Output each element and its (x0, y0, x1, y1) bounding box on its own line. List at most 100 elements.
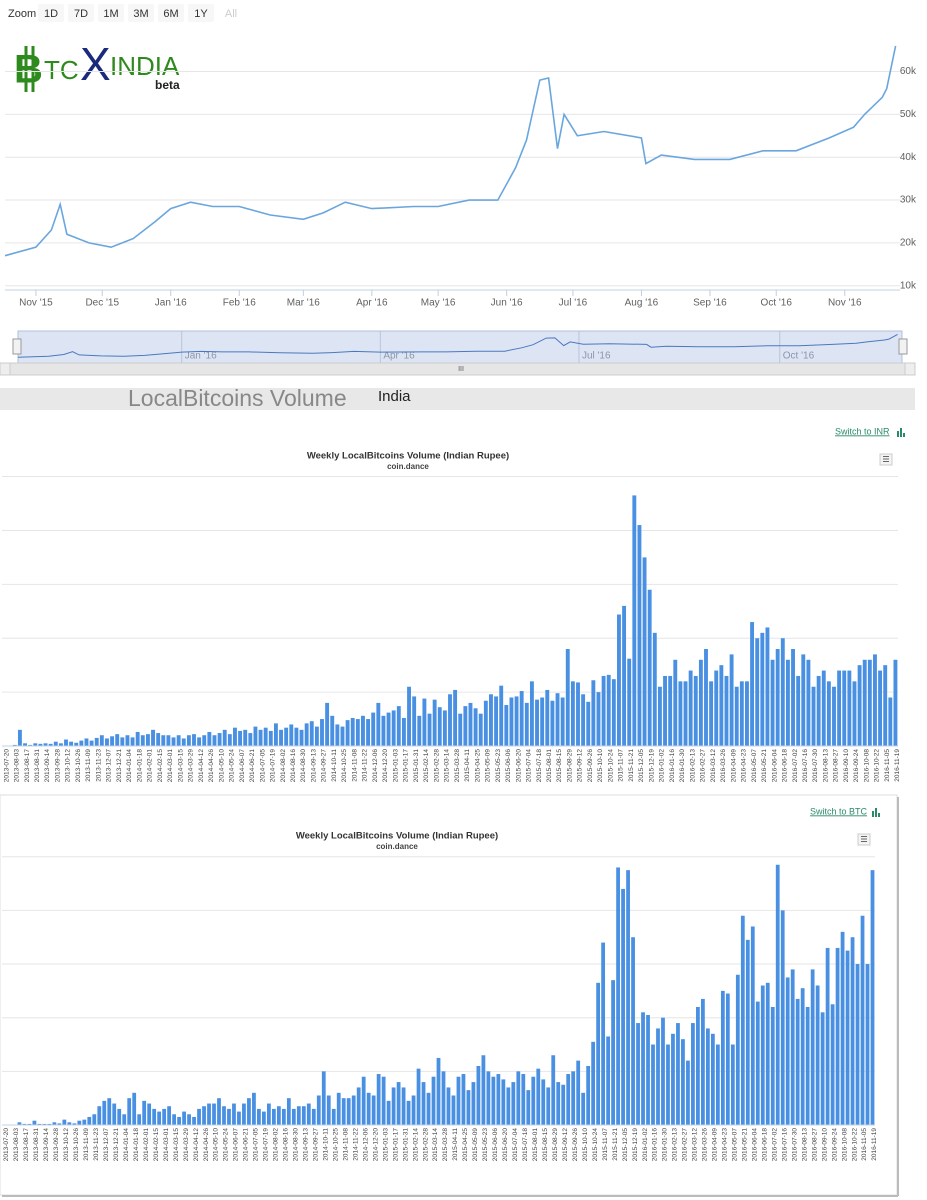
y-tick-label: 50k (900, 109, 917, 120)
navigator-handle[interactable] (898, 338, 908, 355)
zoom-button-bg[interactable] (218, 4, 244, 22)
zoom-button[interactable]: 6M (158, 4, 184, 22)
zoom-button-bg[interactable] (38, 4, 64, 22)
zoom-button-label[interactable]: 3M (133, 8, 148, 20)
navigator-label: Jul '16 (582, 351, 611, 362)
switch-link[interactable]: Switch to INR (835, 426, 890, 436)
zoom-button[interactable]: 1D (38, 4, 64, 22)
bar (266, 1103, 271, 1125)
x-tick-label: 2014-09-27 (321, 749, 328, 783)
navigator-label: Apr '16 (383, 351, 415, 362)
x-tick-label: 2016-05-21 (761, 749, 768, 783)
navigator-handle[interactable] (12, 338, 22, 355)
switch-icon[interactable] (878, 813, 880, 817)
x-tick-label: 2014-06-07 (239, 749, 246, 783)
bar (632, 495, 637, 746)
x-tick-label: 2015-05-23 (495, 749, 502, 783)
zoom-button-bg[interactable] (158, 4, 184, 22)
bar (412, 696, 417, 746)
bar (826, 681, 831, 746)
x-tick-label: 2014-01-18 (136, 749, 143, 783)
x-tick-label: 2014-05-10 (213, 1128, 220, 1162)
x-tick-label: 2013-12-07 (106, 749, 113, 783)
bar (760, 632, 765, 746)
bar (99, 735, 104, 746)
bar (314, 726, 319, 746)
menu-button[interactable] (857, 833, 871, 846)
bar (47, 1123, 52, 1125)
x-tick-label: 2016-06-04 (751, 1128, 758, 1162)
bar (719, 665, 724, 746)
zoom-button-label[interactable]: 1M (103, 8, 118, 20)
x-tick-label: 2016-07-30 (812, 749, 819, 783)
bar (499, 685, 504, 746)
bar (262, 1111, 266, 1125)
zoom-button[interactable]: All (218, 4, 244, 22)
zoom-button-bg[interactable] (128, 4, 154, 22)
switch-icon[interactable] (897, 431, 899, 437)
bar (524, 702, 529, 746)
bar (666, 1044, 670, 1125)
bar (641, 1012, 645, 1125)
zoom-button-label[interactable]: 1Y (194, 8, 208, 20)
x-tick-label: 2013-11-23 (95, 749, 102, 782)
bar (456, 1076, 461, 1125)
x-tick-label: 2014-02-01 (147, 749, 154, 783)
bar (611, 679, 616, 746)
x-tick-label: 2016-01-16 (652, 1128, 659, 1162)
navigator[interactable] (17, 330, 903, 364)
x-tick-label: 2015-11-21 (612, 1128, 619, 1161)
bar (514, 696, 519, 746)
switch-icon[interactable] (900, 428, 902, 437)
bar (860, 915, 865, 1125)
x-tick-label: Nov '16 (828, 298, 862, 309)
bar (340, 726, 345, 746)
zoom-button-label[interactable]: 1D (44, 8, 58, 20)
x-tick-label: 2016-10-08 (863, 749, 870, 783)
scroll-left[interactable] (0, 362, 11, 376)
bar (151, 729, 155, 746)
x-tick-label: 2016-08-13 (801, 1128, 808, 1162)
bar (815, 985, 820, 1125)
bar (596, 692, 601, 746)
zoom-button-label[interactable]: All (225, 8, 237, 20)
x-tick-label: 2015-06-06 (492, 1128, 499, 1162)
bar (601, 942, 606, 1125)
bar (506, 1087, 511, 1125)
zoom-button[interactable]: 7D (68, 4, 94, 22)
x-tick-label: 2014-03-01 (163, 1128, 170, 1162)
x-tick-label: 2015-07-04 (526, 749, 533, 783)
bar (698, 659, 703, 746)
zoom-button[interactable]: 1M (98, 4, 124, 22)
zoom-button[interactable]: 1Y (188, 4, 214, 22)
x-tick-label: 2016-01-30 (662, 1128, 669, 1162)
x-tick-label: 2013-08-31 (34, 749, 41, 783)
bar (551, 1055, 556, 1125)
switch-link[interactable]: Switch to BTC (810, 806, 868, 816)
bar (263, 727, 268, 746)
bar (27, 1123, 32, 1125)
menu-button[interactable] (879, 453, 893, 466)
bar (519, 691, 524, 746)
bar (350, 717, 355, 746)
scroll-right[interactable] (904, 362, 916, 376)
x-tick-label: 2013-12-21 (113, 1128, 120, 1162)
zoom-button[interactable]: 3M (128, 4, 154, 22)
bar (481, 1055, 486, 1125)
switch-icon[interactable] (903, 433, 905, 437)
bar (192, 1116, 196, 1125)
zoom-button-label[interactable]: 7D (74, 8, 88, 20)
switch-icon[interactable] (872, 811, 874, 817)
zoom-button-bg[interactable] (68, 4, 94, 22)
x-tick-label: 2015-06-06 (505, 749, 512, 783)
zoom-button-bg[interactable] (188, 4, 214, 22)
x-tick-label: 2015-08-29 (566, 749, 573, 783)
x-tick-label: 2016-11-19 (894, 749, 901, 782)
bar (458, 713, 463, 746)
zoom-button-bg[interactable] (98, 4, 124, 22)
switch-icon[interactable] (875, 808, 877, 817)
zoom-button-label[interactable]: 6M (163, 8, 178, 20)
x-tick-label: 2016-02-13 (689, 749, 696, 783)
bar (238, 730, 243, 746)
bar (320, 719, 324, 746)
